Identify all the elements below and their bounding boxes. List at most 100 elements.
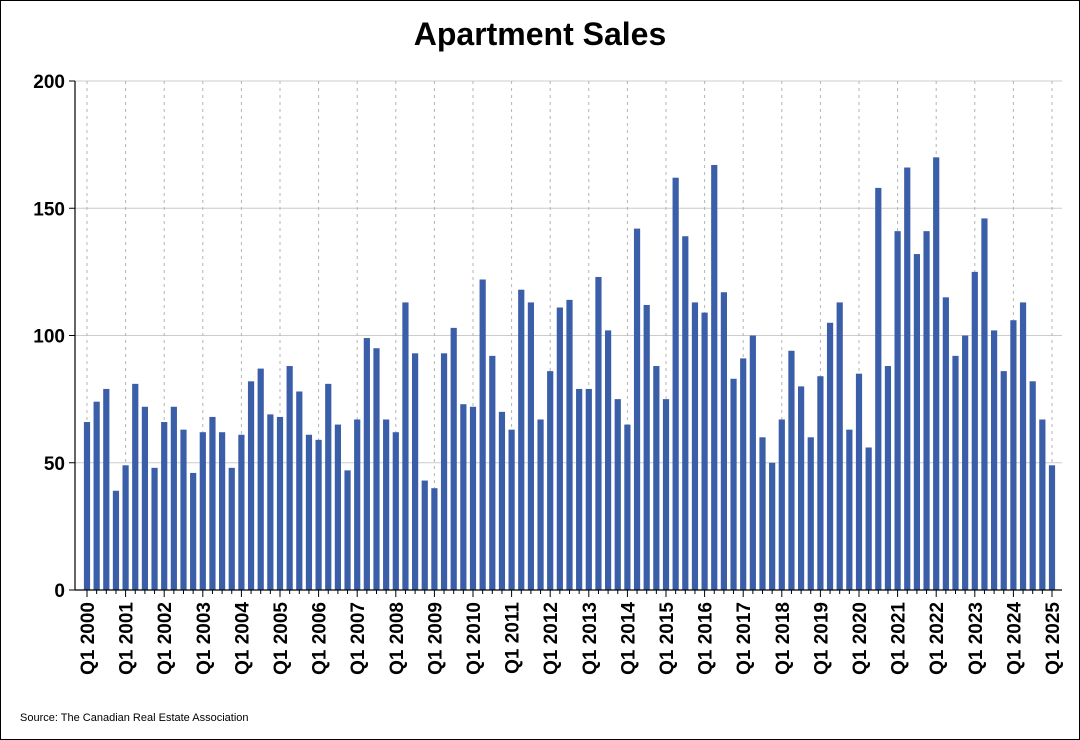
x-tick-label: Q1 2003 [194, 602, 215, 675]
bar [103, 388, 110, 590]
bar [199, 432, 206, 590]
x-axis-ticks: Q1 2000 Q1 2001 Q1 2002 Q1 2003 Q1 2004 Q1 20… [78, 590, 1064, 675]
bar [479, 279, 486, 590]
bar [112, 490, 120, 590]
x-tick-label: Q1 2014 [618, 602, 639, 675]
bar [247, 381, 255, 590]
source-note: Source: The Canadian Real Estate Associa… [20, 712, 249, 724]
bar [894, 231, 901, 590]
bar [1048, 465, 1056, 590]
bar [605, 330, 612, 590]
x-tick-label: Q1 2020 [850, 602, 871, 675]
bar [682, 236, 689, 590]
x-tick-label: Q1 2023 [966, 602, 987, 675]
bar [334, 424, 341, 590]
bar [778, 419, 785, 590]
bar [93, 401, 100, 590]
bar [740, 358, 747, 590]
x-tick-label: Q1 2004 [232, 602, 253, 675]
bar [228, 467, 235, 590]
bar [537, 419, 544, 590]
x-tick-label: Q1 2018 [773, 602, 794, 675]
bar [653, 366, 660, 590]
bar [170, 406, 177, 590]
bar [923, 231, 930, 590]
bar [865, 447, 872, 590]
bar [180, 429, 187, 590]
x-tick-label: Q1 2008 [387, 602, 408, 675]
x-tick-label: Q1 2007 [348, 602, 369, 675]
bar [460, 404, 467, 590]
bar [855, 373, 863, 590]
bar [257, 368, 264, 590]
bar [267, 414, 274, 590]
y-tick-label: 100 [33, 327, 65, 348]
bar [711, 164, 718, 591]
bar [624, 424, 631, 590]
bar [913, 254, 920, 590]
gridlines [75, 80, 1062, 590]
bar [527, 302, 534, 590]
bar [305, 434, 313, 590]
bar [132, 383, 139, 590]
x-tick-label: Q1 2024 [1004, 602, 1025, 675]
x-tick-label: Q1 2005 [271, 602, 292, 675]
bar [942, 297, 949, 590]
bar [585, 388, 592, 590]
bar [296, 391, 303, 590]
bar [421, 480, 428, 590]
x-tick-label: Q1 2009 [425, 602, 446, 675]
bar [1000, 371, 1007, 590]
bar [1029, 381, 1036, 590]
bar [518, 289, 525, 590]
bar [971, 271, 978, 590]
bar [595, 276, 602, 590]
bar [991, 330, 998, 590]
bar [730, 378, 737, 590]
bar [1039, 419, 1046, 590]
y-tick-label: 50 [44, 454, 65, 475]
bar [161, 422, 168, 590]
bar [547, 371, 554, 590]
x-tick-label: Q1 2011 [503, 602, 524, 674]
bar [701, 312, 708, 590]
bar [807, 437, 814, 590]
bar [151, 467, 158, 590]
y-axis-ticks: 0 50 100 150 200 [33, 72, 75, 602]
bar [836, 302, 843, 590]
bar [952, 355, 959, 590]
x-tick-label: Q1 2010 [464, 602, 485, 675]
bar [83, 422, 91, 590]
bar [672, 177, 679, 590]
x-tick-label: Q1 2022 [927, 602, 948, 675]
x-tick-label: Q1 2016 [696, 602, 717, 675]
x-tick-label: Q1 2025 [1043, 602, 1064, 675]
y-tick-label: 150 [33, 199, 65, 220]
bar [1019, 302, 1027, 590]
bar [508, 429, 515, 590]
bar [884, 366, 892, 590]
bar [440, 353, 448, 590]
bar [354, 419, 361, 590]
bar [209, 416, 216, 590]
bar [614, 399, 621, 590]
bar [450, 327, 457, 590]
bar [402, 302, 409, 590]
bar [141, 406, 148, 590]
bar [962, 335, 969, 590]
bar [749, 335, 756, 590]
bar [1010, 320, 1017, 590]
bar [691, 302, 699, 590]
bar [826, 322, 834, 590]
bar [363, 338, 370, 590]
bar [720, 292, 727, 590]
bar [576, 388, 583, 590]
bar [190, 472, 197, 590]
bar [325, 383, 332, 590]
bar [498, 411, 506, 590]
bar [556, 307, 563, 590]
bar [431, 488, 438, 590]
bar [315, 439, 322, 590]
bar [383, 419, 390, 590]
